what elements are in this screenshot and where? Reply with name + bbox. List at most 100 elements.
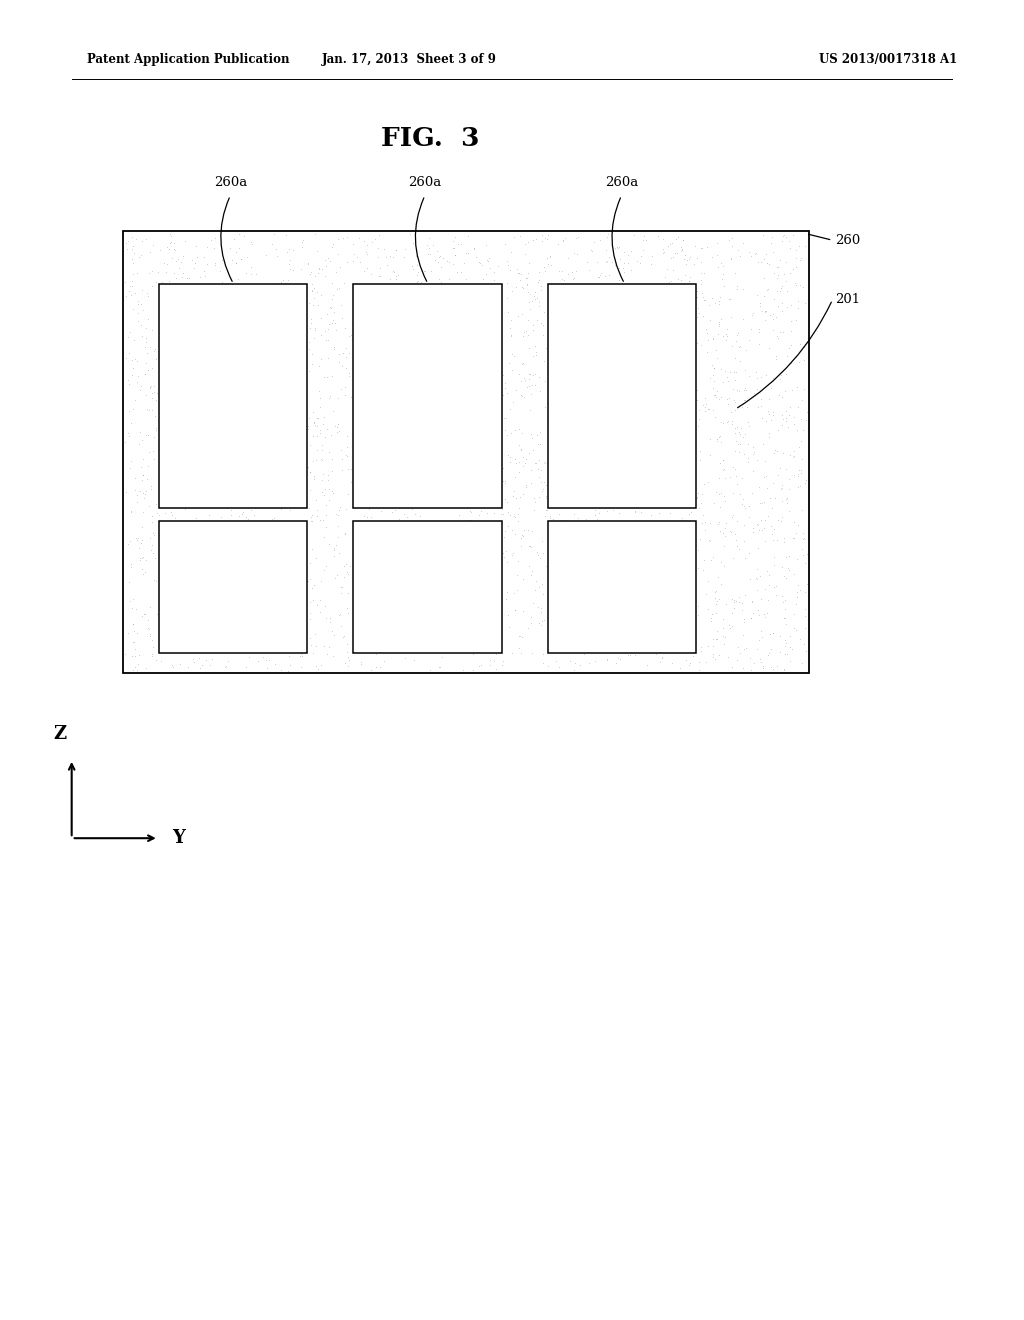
Point	[124, 276, 140, 297]
Point	[681, 271, 697, 292]
Point	[527, 453, 544, 474]
Point	[133, 533, 150, 554]
Point	[323, 297, 339, 318]
Point	[523, 612, 540, 634]
Point	[783, 294, 800, 315]
Point	[721, 362, 737, 383]
Point	[468, 511, 484, 532]
Point	[756, 268, 772, 289]
Point	[725, 379, 741, 400]
Point	[548, 651, 564, 672]
Point	[732, 418, 749, 440]
Point	[715, 449, 731, 470]
Point	[690, 557, 707, 578]
Point	[780, 500, 797, 521]
Point	[302, 462, 318, 483]
Point	[504, 643, 520, 664]
Point	[510, 498, 526, 519]
Point	[300, 416, 316, 437]
Point	[496, 408, 512, 429]
Point	[117, 272, 133, 293]
Point	[503, 504, 519, 525]
Point	[239, 247, 255, 268]
Point	[231, 506, 248, 527]
Point	[759, 603, 775, 624]
Point	[729, 511, 745, 532]
Point	[177, 230, 194, 251]
Point	[759, 561, 775, 582]
Point	[121, 425, 137, 446]
Point	[511, 451, 527, 473]
Point	[583, 239, 599, 260]
Point	[304, 504, 321, 525]
Point	[706, 628, 722, 649]
Point	[791, 574, 807, 595]
Point	[139, 282, 156, 304]
Point	[784, 257, 801, 279]
Point	[239, 506, 255, 527]
Point	[728, 529, 744, 550]
Point	[783, 321, 800, 342]
Point	[555, 231, 571, 252]
Point	[122, 321, 138, 342]
Point	[517, 453, 534, 474]
Point	[310, 257, 327, 279]
Point	[471, 504, 487, 525]
Point	[694, 286, 711, 308]
Point	[339, 227, 355, 248]
Point	[764, 524, 780, 545]
Point	[130, 302, 146, 323]
Point	[185, 257, 202, 279]
Point	[508, 259, 524, 280]
Text: 260a: 260a	[409, 176, 441, 189]
Point	[712, 453, 728, 474]
Point	[773, 511, 790, 532]
Point	[740, 366, 757, 387]
Point	[180, 268, 197, 289]
Point	[723, 401, 739, 422]
Point	[302, 591, 318, 612]
Point	[333, 576, 349, 597]
Point	[713, 309, 729, 330]
Point	[756, 433, 772, 454]
Point	[450, 234, 466, 255]
Point	[325, 645, 341, 667]
Point	[273, 499, 290, 520]
Point	[396, 503, 413, 524]
Point	[682, 247, 698, 268]
Point	[681, 248, 697, 269]
Point	[591, 264, 607, 285]
Point	[678, 649, 694, 671]
Point	[330, 516, 346, 537]
Point	[312, 510, 329, 531]
Point	[727, 591, 743, 612]
Point	[568, 228, 585, 249]
Point	[124, 350, 140, 371]
Point	[120, 422, 136, 444]
Bar	[548, 284, 696, 508]
Point	[705, 327, 721, 348]
Point	[153, 240, 169, 261]
Point	[421, 228, 437, 249]
Point	[135, 449, 152, 470]
Point	[430, 252, 446, 273]
Point	[696, 289, 713, 310]
Point	[776, 528, 793, 549]
Point	[746, 441, 763, 462]
Point	[307, 223, 324, 244]
Point	[562, 651, 579, 672]
Point	[117, 432, 133, 453]
Point	[171, 257, 187, 279]
Point	[244, 499, 260, 520]
Point	[715, 618, 731, 639]
Point	[688, 389, 705, 411]
Point	[686, 253, 702, 275]
Point	[343, 314, 359, 335]
Point	[517, 370, 534, 391]
Point	[260, 649, 276, 671]
Point	[497, 372, 513, 393]
Point	[143, 319, 160, 341]
Point	[697, 396, 714, 417]
Text: US 2013/0017318 A1: US 2013/0017318 A1	[819, 53, 957, 66]
Point	[321, 314, 337, 335]
